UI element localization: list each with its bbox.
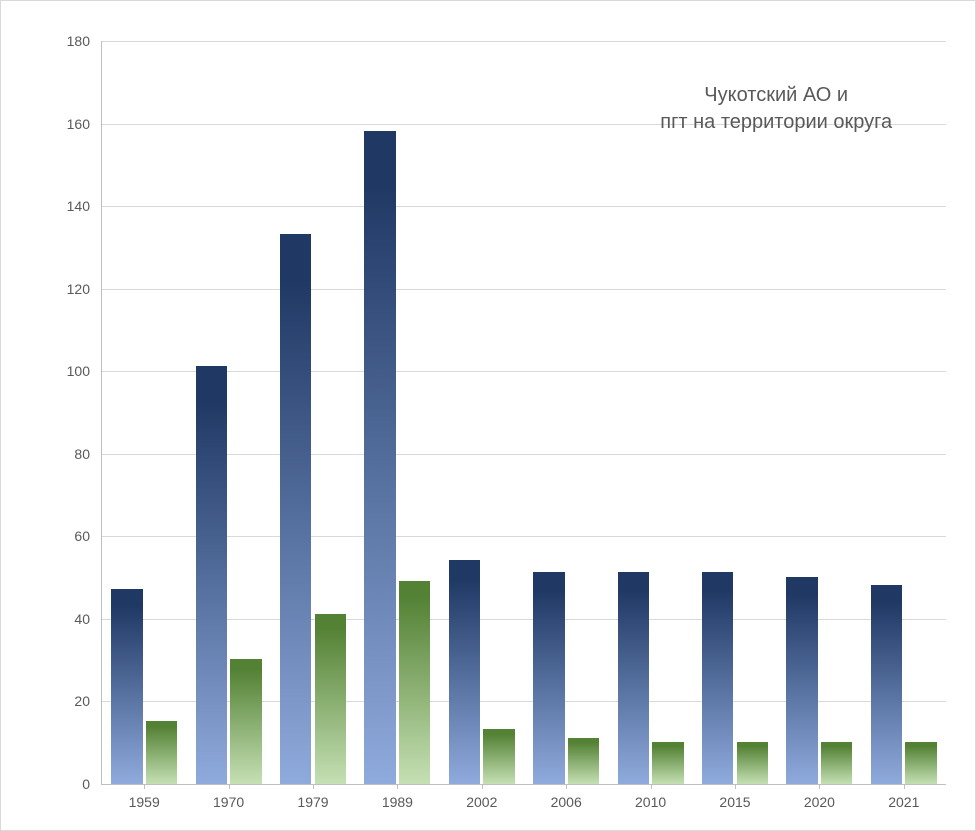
x-tick-label: 1979	[297, 784, 328, 810]
bar-series-0	[702, 572, 733, 784]
y-tick-label: 20	[74, 693, 102, 709]
x-tick-label: 2015	[719, 784, 750, 810]
gridline	[102, 206, 946, 207]
bar-series-0	[280, 234, 311, 784]
x-tick-label: 2002	[466, 784, 497, 810]
x-tick-label: 2010	[635, 784, 666, 810]
bar-series-1	[652, 742, 683, 784]
x-tick-label: 1959	[129, 784, 160, 810]
gridline	[102, 701, 946, 702]
bar-series-1	[230, 659, 261, 784]
bar-series-1	[483, 729, 514, 784]
gridline	[102, 619, 946, 620]
y-tick-label: 160	[67, 116, 102, 132]
gridline	[102, 536, 946, 537]
bar-series-1	[315, 614, 346, 784]
x-tick-label: 2020	[804, 784, 835, 810]
y-tick-label: 80	[74, 446, 102, 462]
y-tick-label: 180	[67, 33, 102, 49]
bar-series-0	[449, 560, 480, 784]
bar-series-0	[618, 572, 649, 784]
bar-series-0	[786, 577, 817, 784]
y-tick-label: 100	[67, 363, 102, 379]
gridline	[102, 289, 946, 290]
chart-container: 0 20 40 60 80 100 120 140 160 180 1959 1970 1979 1989…	[0, 0, 976, 831]
bar-series-1	[905, 742, 936, 784]
y-tick-label: 40	[74, 611, 102, 627]
y-tick-label: 0	[82, 776, 102, 792]
x-tick-label: 2006	[551, 784, 582, 810]
plot-area: 0204060801001201401601801959197019791989…	[101, 41, 946, 785]
bar-series-1	[146, 721, 177, 784]
bar-series-1	[737, 742, 768, 784]
x-tick-label: 1970	[213, 784, 244, 810]
bar-series-1	[568, 738, 599, 784]
chart-title: Чукотский АО и пгт на территории округа	[607, 82, 945, 136]
bar-series-0	[196, 366, 227, 784]
bar-series-0	[871, 585, 902, 784]
y-tick-label: 140	[67, 198, 102, 214]
bar-series-1	[399, 581, 430, 784]
bar-series-1	[821, 742, 852, 784]
y-tick-label: 120	[67, 281, 102, 297]
x-tick-label: 2021	[888, 784, 919, 810]
bar-series-0	[533, 572, 564, 784]
bar-series-0	[111, 589, 142, 784]
y-tick-label: 60	[74, 528, 102, 544]
x-tick-label: 1989	[382, 784, 413, 810]
gridline	[102, 454, 946, 455]
gridline	[102, 371, 946, 372]
gridline	[102, 41, 946, 42]
bar-series-0	[364, 131, 395, 784]
